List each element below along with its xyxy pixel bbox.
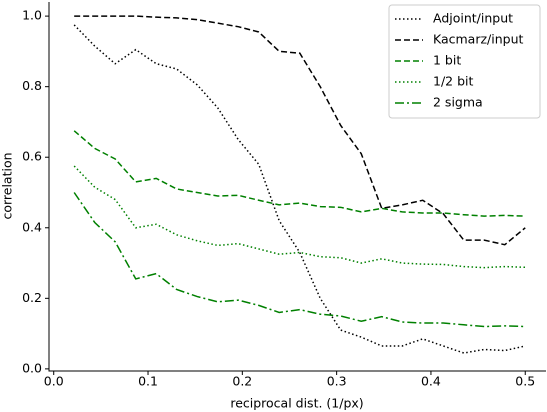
data-line — [73, 130, 526, 217]
x-tick-label: 0.0 — [44, 374, 64, 389]
x-tick-label: 0.4 — [421, 374, 441, 389]
legend-label: 1/2 bit — [433, 74, 473, 89]
x-tick-label: 0.3 — [327, 374, 347, 389]
data-line — [73, 165, 526, 269]
x-tick-label: 0.5 — [515, 374, 535, 389]
x-tick-label: 0.2 — [232, 374, 252, 389]
y-tick-label: 0.0 — [22, 360, 42, 375]
axes-frame — [48, 2, 546, 372]
x-tick-label: 0.1 — [138, 374, 158, 389]
x-axis-label: reciprocal dist. (1/px) — [230, 396, 363, 411]
legend-label: Adjoint/input — [433, 11, 513, 26]
y-tick-label: 0.4 — [22, 219, 42, 234]
legend-label: 1 bit — [433, 53, 461, 68]
data-line — [74, 15, 526, 246]
legend-box — [388, 4, 541, 119]
y-tick-label: 0.8 — [22, 78, 42, 93]
y-tick-label: 0.6 — [22, 149, 42, 164]
y-axis-label: correlation — [0, 152, 15, 219]
data-line — [73, 192, 526, 328]
legend: Adjoint/input Kacmarz/input 1 bit 1/2 bit 2 … — [388, 4, 541, 119]
legend-label: Kacmarz/input — [433, 32, 524, 47]
y-tick-label: 1.0 — [22, 8, 42, 23]
legend-label: 2 sigma — [433, 95, 483, 110]
y-tick-label: 0.2 — [22, 290, 42, 305]
